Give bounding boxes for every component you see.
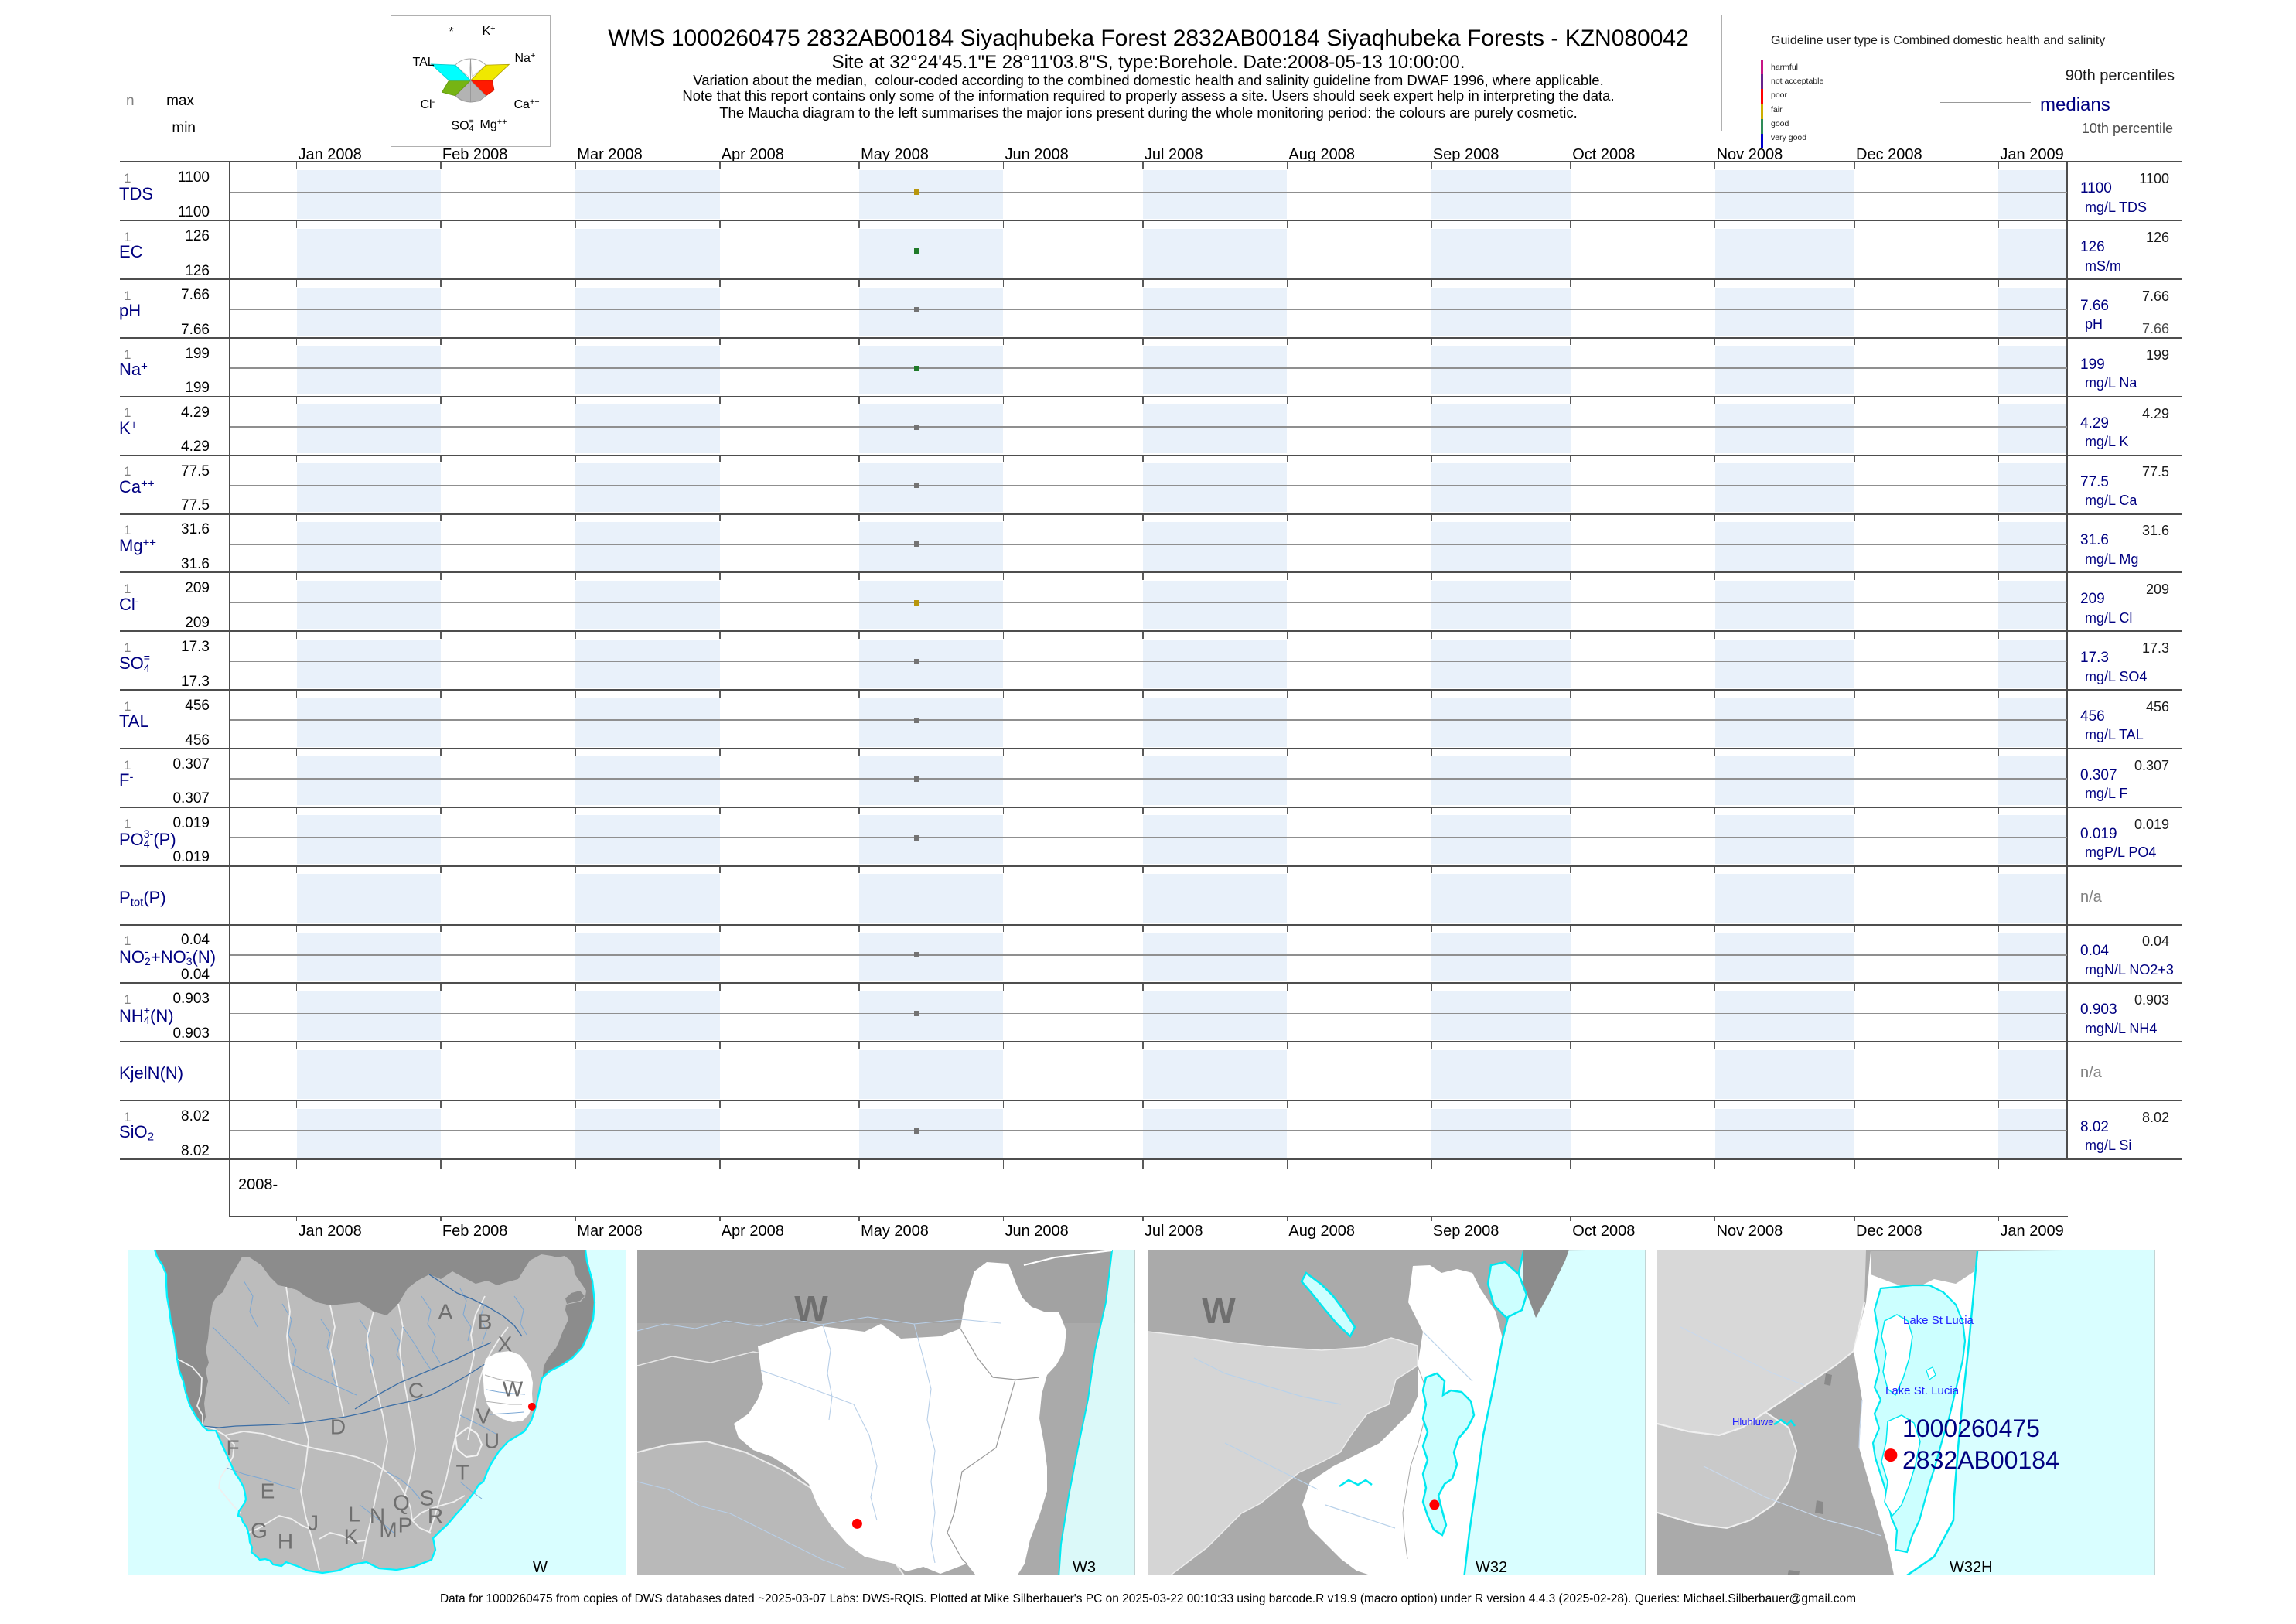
svg-text:S: S [420, 1486, 435, 1510]
svg-text:E: E [261, 1479, 275, 1503]
svg-text:K: K [344, 1525, 359, 1549]
svg-text:L: L [348, 1503, 360, 1527]
svg-text:M: M [379, 1518, 397, 1542]
svg-text:1000260475: 1000260475 [1902, 1414, 2040, 1442]
svg-text:H: H [278, 1530, 293, 1554]
svg-text:D: D [330, 1415, 346, 1439]
svg-text:F: F [226, 1436, 239, 1460]
svg-text:U: U [484, 1429, 500, 1453]
svg-text:W: W [503, 1377, 524, 1401]
svg-text:J: J [308, 1511, 319, 1535]
svg-text:R: R [428, 1504, 443, 1528]
svg-text:Lake St. Lucia: Lake St. Lucia [1885, 1384, 1960, 1397]
svg-text:X: X [498, 1332, 513, 1356]
svg-text:W: W [1202, 1291, 1236, 1331]
svg-text:W: W [795, 1288, 829, 1329]
svg-text:W3: W3 [1073, 1559, 1096, 1575]
svg-text:Q: Q [393, 1491, 410, 1515]
svg-text:N: N [370, 1504, 385, 1528]
svg-text:V: V [476, 1404, 491, 1428]
svg-text:W: W [533, 1559, 548, 1575]
svg-text:T: T [455, 1461, 469, 1485]
svg-text:Hluhluwe: Hluhluwe [1732, 1416, 1773, 1428]
svg-text:W32H: W32H [1950, 1559, 1993, 1575]
svg-text:2832AB00184: 2832AB00184 [1902, 1446, 2059, 1474]
svg-text:G: G [251, 1519, 268, 1543]
svg-text:C: C [408, 1379, 424, 1403]
svg-text:P: P [398, 1513, 413, 1537]
svg-text:A: A [438, 1300, 453, 1324]
svg-text:Lake St Lucia: Lake St Lucia [1903, 1314, 1974, 1327]
svg-text:W32: W32 [1476, 1559, 1507, 1575]
svg-text:B: B [478, 1310, 493, 1334]
